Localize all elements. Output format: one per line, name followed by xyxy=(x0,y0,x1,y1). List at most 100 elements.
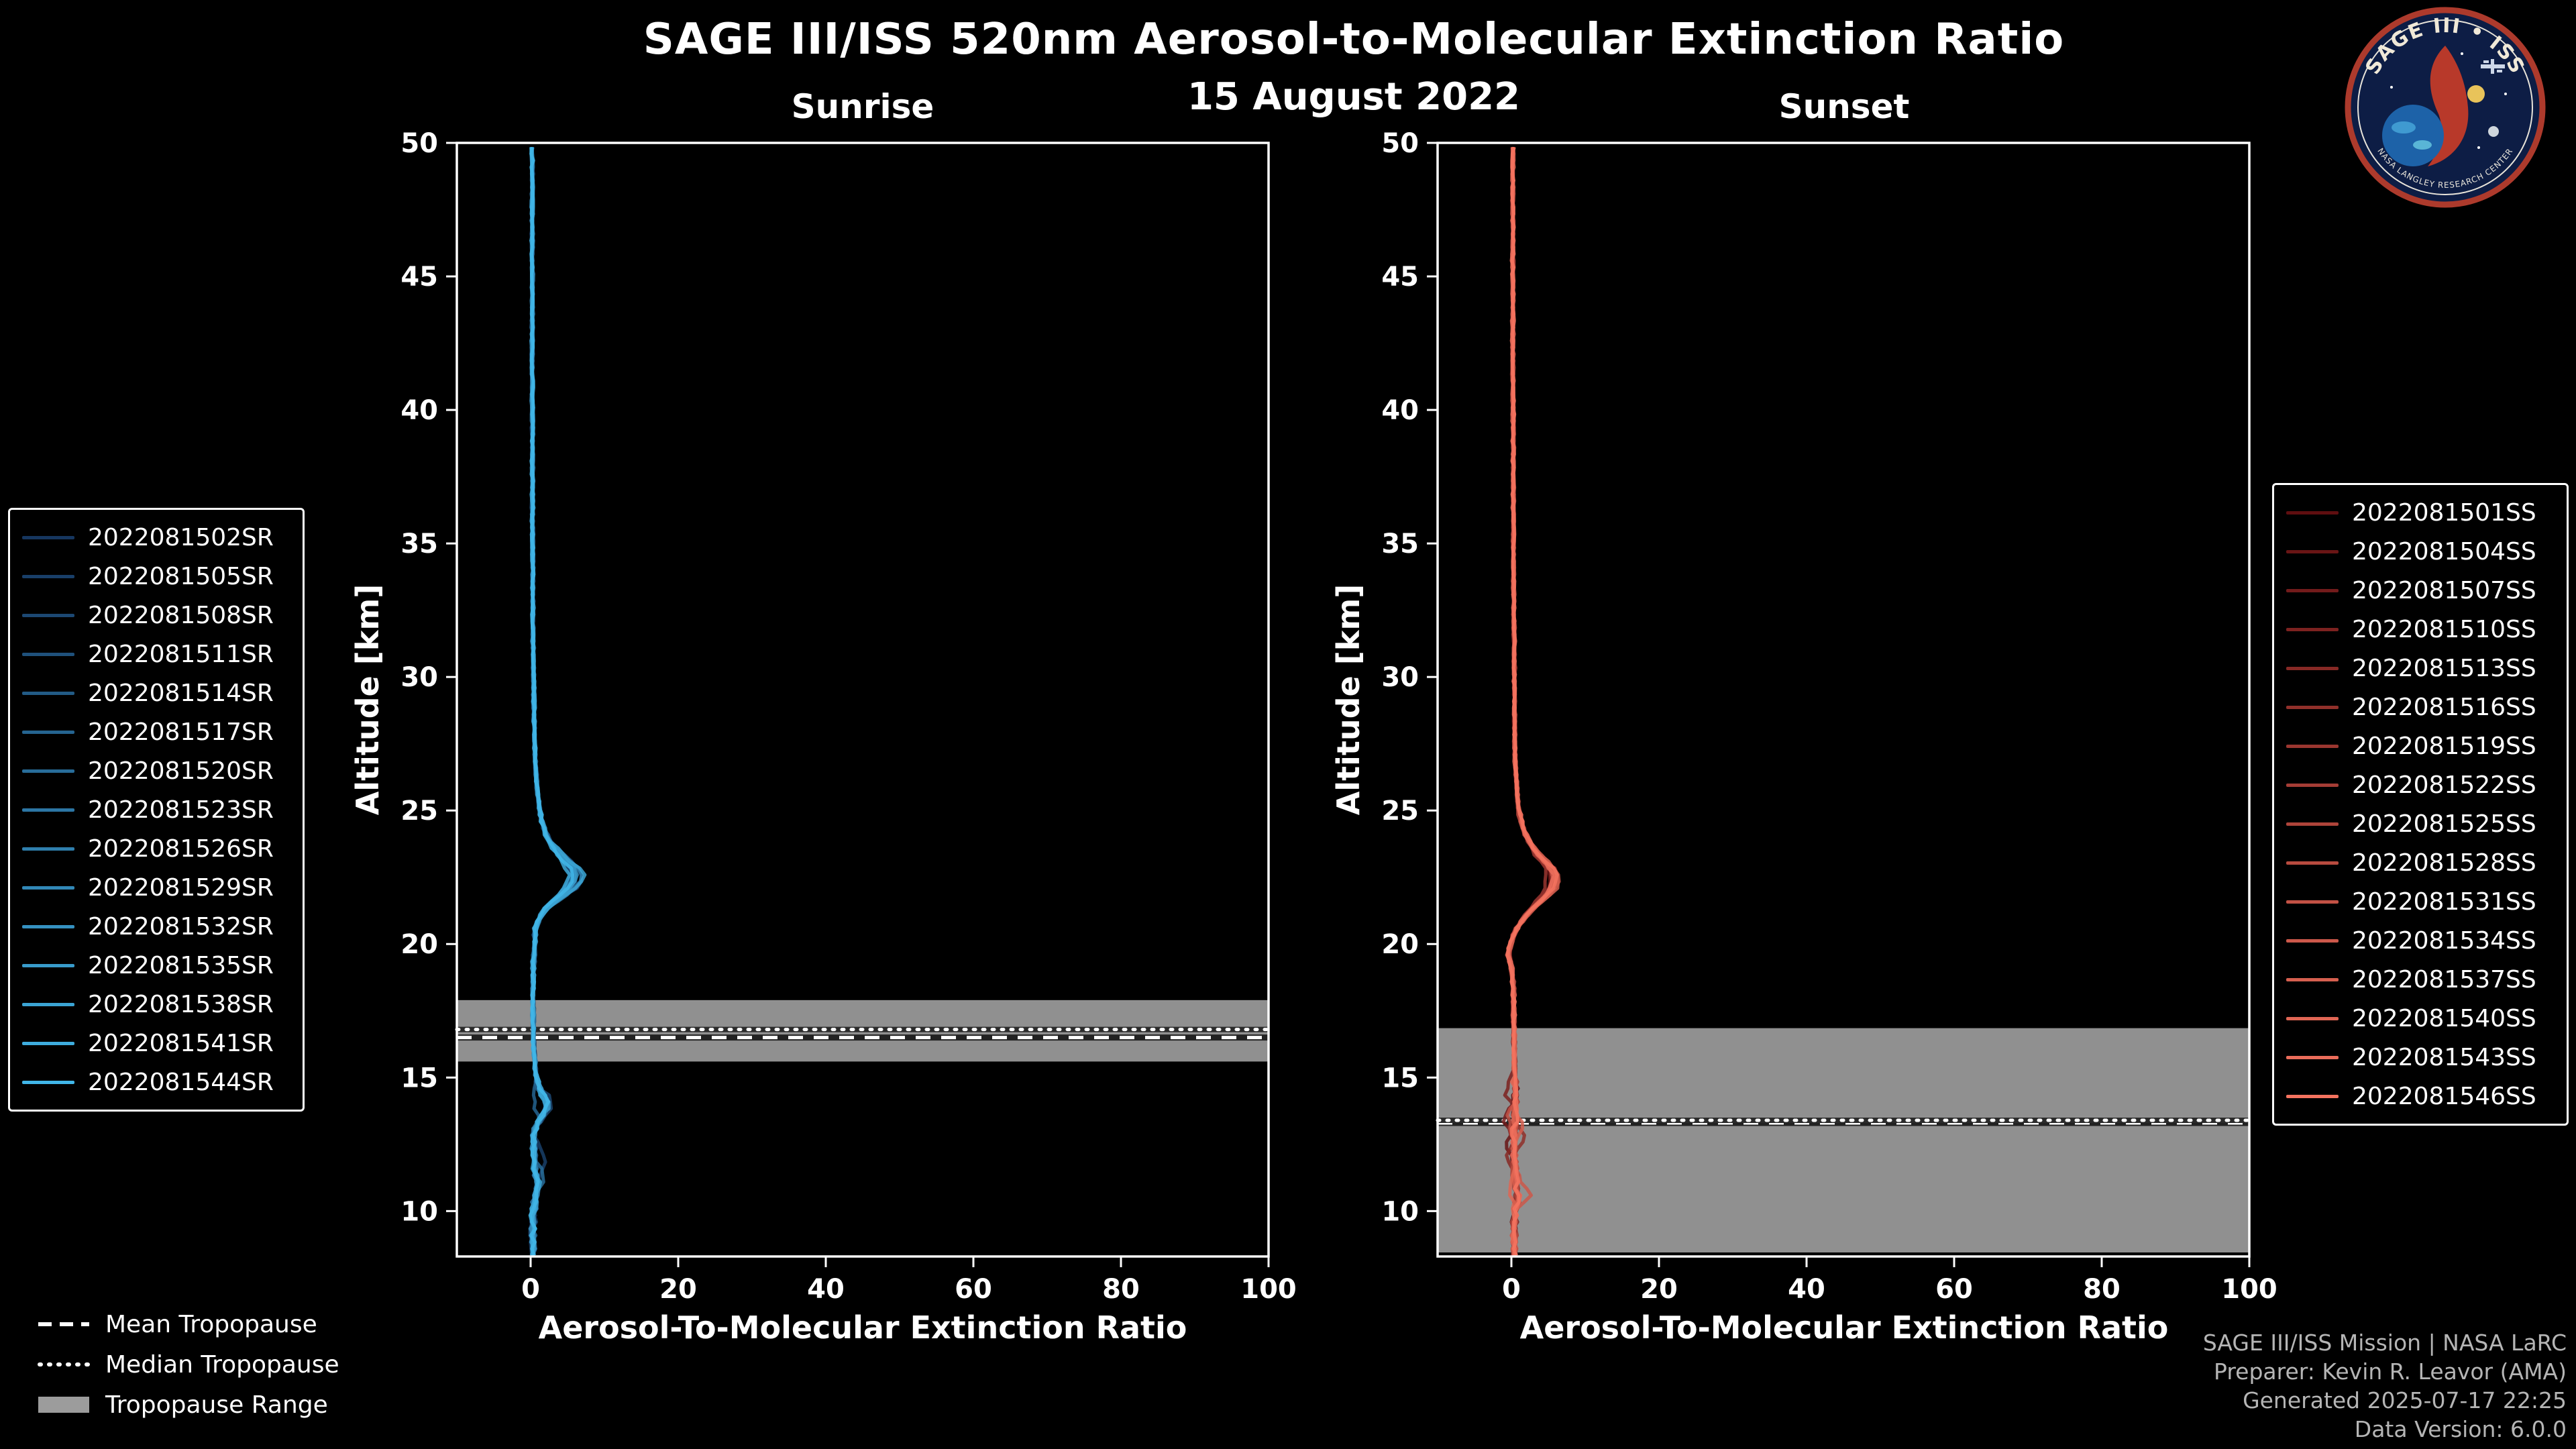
legend-line-swatch xyxy=(22,652,74,656)
legend-line-swatch xyxy=(22,808,74,812)
legend-item: 2022081505SR xyxy=(22,557,290,596)
legend-item: 2022081502SR xyxy=(22,518,290,557)
sunset-x-axis-label: Aerosol-To-Molecular Extinction Ratio xyxy=(1519,1309,2169,1346)
mean-tropopause-label: Mean Tropopause xyxy=(105,1310,317,1338)
legend-line-swatch xyxy=(2286,1055,2339,1059)
legend-label: 2022081546SS xyxy=(2352,1082,2536,1110)
legend-label: 2022081504SS xyxy=(2352,537,2536,566)
legend-line-swatch xyxy=(22,963,74,967)
credit-mission: SAGE III/ISS Mission | NASA LaRC xyxy=(2202,1330,2567,1356)
legend-item: 2022081519SS xyxy=(2286,727,2555,765)
sun-graphic xyxy=(2467,85,2485,103)
x-tick-label: 0 xyxy=(1502,1274,1521,1305)
mean-tropopause-dashed-line-icon xyxy=(38,1322,89,1326)
legend-label: 2022081513SS xyxy=(2352,654,2536,682)
red-figure-graphic xyxy=(2428,46,2469,166)
profile-line-2022081544SR xyxy=(528,147,574,1256)
legend-line-swatch xyxy=(2286,588,2339,592)
legend-line-swatch xyxy=(22,1041,74,1045)
legend-item: 2022081501SS xyxy=(2286,493,2555,532)
y-tick-label: 45 xyxy=(400,262,438,292)
y-tick-label: 50 xyxy=(1381,128,1419,159)
legend-label: 2022081534SS xyxy=(2352,926,2536,955)
x-tick-label: 60 xyxy=(955,1274,992,1305)
x-tick-label: 0 xyxy=(521,1274,540,1305)
x-tick-label: 20 xyxy=(1640,1274,1678,1305)
legend-line-swatch xyxy=(2286,705,2339,709)
legend-line-swatch xyxy=(22,885,74,890)
legend-label: 2022081501SS xyxy=(2352,498,2536,527)
legend-item: 2022081538SR xyxy=(22,985,290,1024)
legend-label: 2022081535SR xyxy=(88,951,274,979)
legend-line-swatch xyxy=(2286,1016,2339,1020)
sunset-plot: 0 20 40 60 80 100 10 15 20 25 30 35 40 45 50 xyxy=(1381,128,2276,1305)
legend-item: 2022081504SS xyxy=(2286,532,2555,571)
legend-label: 2022081516SS xyxy=(2352,693,2536,721)
sunrise-plot: 0 20 40 60 80 100 10 15 20 25 30 35 40 45 50 xyxy=(400,128,1295,1305)
legend-line-swatch xyxy=(2286,977,2339,981)
legend-item: 2022081516SS xyxy=(2286,688,2555,727)
y-tick-label: 30 xyxy=(400,662,438,693)
y-tick-label: 15 xyxy=(1381,1063,1419,1093)
legend-label: 2022081514SR xyxy=(88,679,274,707)
median-tropopause-dotted-line-icon xyxy=(38,1362,91,1366)
legend-item: 2022081517SR xyxy=(22,712,290,751)
legend-line-swatch xyxy=(22,730,74,734)
legend-label: 2022081510SS xyxy=(2352,615,2536,643)
legend-label: 2022081531SS xyxy=(2352,888,2536,916)
x-tick-label: 40 xyxy=(1788,1274,1825,1305)
legend-item: 2022081541SR xyxy=(22,1024,290,1063)
legend-item: 2022081528SS xyxy=(2286,843,2555,882)
credit-preparer: Preparer: Kevin R. Leavor (AMA) xyxy=(2214,1358,2567,1385)
y-tick-label: 40 xyxy=(400,395,438,426)
profiles-group xyxy=(528,146,587,1256)
legend-item: 2022081534SS xyxy=(2286,921,2555,960)
legend-item: 2022081531SS xyxy=(2286,882,2555,921)
tropopause-range-swatch-icon xyxy=(38,1397,89,1413)
legend-label: 2022081544SR xyxy=(88,1068,274,1096)
legend-line-swatch xyxy=(22,1080,74,1084)
x-tick-label: 100 xyxy=(2221,1274,2276,1305)
y-tick-label: 15 xyxy=(400,1063,438,1093)
credits-block: SAGE III/ISS Mission | NASA LaRC Prepare… xyxy=(2203,1328,2567,1444)
x-tick-label: 40 xyxy=(807,1274,845,1305)
legend-item: 2022081513SS xyxy=(2286,649,2555,688)
legend-line-swatch xyxy=(2286,511,2339,515)
x-tick-label: 100 xyxy=(1240,1274,1295,1305)
y-tick-label: 30 xyxy=(1381,662,1419,693)
y-tick-label: 20 xyxy=(1381,929,1419,960)
sunrise-legend: 2022081502SR 2022081505SR 2022081508SR 2022… xyxy=(8,508,305,1112)
legend-label: 2022081541SR xyxy=(88,1029,274,1057)
legend-line-swatch xyxy=(22,1002,74,1006)
figure-title: SAGE III/ISS 520nm Aerosol-to-Molecular … xyxy=(643,15,2065,64)
sage-iii-iss-mission-patch-logo: SAGE III • ISS NASA LANGLEY RESEARCH CEN… xyxy=(2345,7,2546,208)
legend-item: 2022081535SR xyxy=(22,946,290,985)
legend-line-swatch xyxy=(2286,938,2339,943)
legend-label: 2022081525SS xyxy=(2352,810,2536,838)
legend-item: 2022081511SR xyxy=(22,635,290,674)
median-tropopause-label: Median Tropopause xyxy=(105,1350,339,1379)
legend-item: 2022081525SS xyxy=(2286,804,2555,843)
y-tick-label: 40 xyxy=(1381,395,1419,426)
legend-line-swatch xyxy=(2286,822,2339,826)
credit-generated: Generated 2025-07-17 22:25 xyxy=(2243,1387,2567,1413)
legend-label: 2022081507SS xyxy=(2352,576,2536,604)
legend-line-swatch xyxy=(2286,744,2339,748)
legend-item: 2022081532SR xyxy=(22,907,290,946)
legend-item: 2022081540SS xyxy=(2286,999,2555,1038)
legend-label: 2022081517SR xyxy=(88,718,274,746)
profile-line-2022081546SS xyxy=(1505,146,1559,1256)
legend-label: 2022081523SR xyxy=(88,796,274,824)
legend-label: 2022081522SS xyxy=(2352,771,2536,799)
legend-line-swatch xyxy=(2286,1094,2339,1098)
logo-inner-ring xyxy=(2357,19,2533,195)
sunrise-panel-title: Sunrise xyxy=(791,87,934,126)
plot-border xyxy=(455,142,1270,1258)
legend-line-swatch xyxy=(22,574,74,578)
legend-label: 2022081529SR xyxy=(88,873,274,902)
y-tick-label: 35 xyxy=(400,529,438,559)
legend-line-swatch xyxy=(22,691,74,695)
legend-item: 2022081507SS xyxy=(2286,571,2555,610)
legend-line-swatch xyxy=(22,924,74,928)
legend-label: 2022081532SR xyxy=(88,912,274,941)
